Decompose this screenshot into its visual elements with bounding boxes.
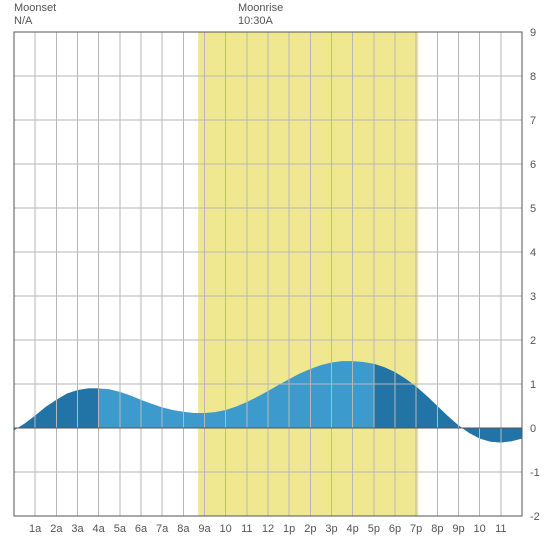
- svg-text:7p: 7p: [410, 523, 422, 535]
- svg-text:8p: 8p: [431, 523, 443, 535]
- svg-text:1: 1: [530, 379, 536, 391]
- moonset-title: Moonset: [14, 2, 56, 15]
- moonrise-block: Moonrise 10:30A: [238, 2, 283, 28]
- svg-text:3p: 3p: [325, 523, 337, 535]
- svg-text:5: 5: [530, 203, 536, 215]
- svg-text:11: 11: [241, 523, 252, 535]
- moonrise-title: Moonrise: [238, 2, 283, 15]
- svg-text:2a: 2a: [50, 523, 63, 535]
- moonset-value: N/A: [14, 15, 56, 28]
- svg-text:4a: 4a: [93, 523, 106, 535]
- svg-text:8a: 8a: [177, 523, 190, 535]
- svg-text:9p: 9p: [452, 523, 464, 535]
- svg-text:4p: 4p: [347, 523, 359, 535]
- svg-text:11: 11: [495, 523, 506, 535]
- tide-chart: Moonset N/A Moonrise 10:30A -2-101234567…: [0, 0, 550, 550]
- svg-text:10: 10: [474, 523, 486, 535]
- svg-text:10: 10: [220, 523, 232, 535]
- moonset-block: Moonset N/A: [14, 2, 56, 28]
- svg-text:0: 0: [530, 423, 536, 435]
- svg-text:1p: 1p: [283, 523, 295, 535]
- svg-text:2p: 2p: [304, 523, 316, 535]
- svg-text:5p: 5p: [368, 523, 380, 535]
- svg-text:1a: 1a: [29, 523, 42, 535]
- svg-text:12: 12: [262, 523, 274, 535]
- svg-text:2: 2: [530, 335, 536, 347]
- svg-text:7a: 7a: [156, 523, 169, 535]
- svg-text:5a: 5a: [114, 523, 127, 535]
- svg-text:9a: 9a: [198, 523, 211, 535]
- svg-text:3a: 3a: [71, 523, 84, 535]
- svg-text:7: 7: [530, 115, 536, 127]
- svg-text:6a: 6a: [135, 523, 148, 535]
- svg-text:8: 8: [530, 71, 536, 83]
- svg-text:-1: -1: [530, 467, 540, 479]
- svg-text:-2: -2: [530, 511, 540, 523]
- svg-text:6p: 6p: [389, 523, 401, 535]
- svg-text:4: 4: [530, 247, 536, 259]
- svg-text:3: 3: [530, 291, 536, 303]
- moonrise-value: 10:30A: [238, 15, 283, 28]
- svg-text:9: 9: [530, 27, 536, 39]
- chart-svg: -2-101234567891a2a3a4a5a6a7a8a9a1011121p…: [0, 0, 550, 550]
- svg-text:6: 6: [530, 159, 536, 171]
